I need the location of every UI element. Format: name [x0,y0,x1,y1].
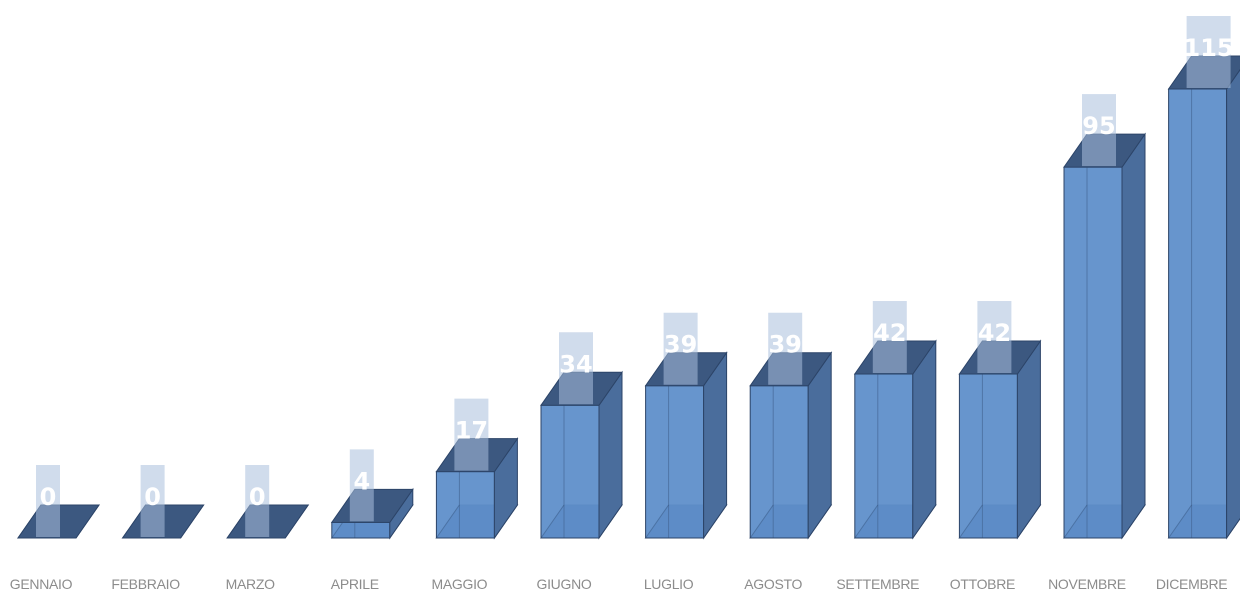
data-label-text: 0 [144,483,161,511]
data-label-luglio: 39 [663,312,698,385]
bar-inner-diagonal [958,504,983,539]
data-label-text: 95 [1082,112,1115,140]
data-label-febbraio: 0 [140,465,165,537]
x-tick-label-ottobre: OTTOBRE [950,576,1015,592]
data-label-box [663,312,698,385]
data-label-box [349,449,374,522]
data-label-dicembre: 115 [1184,16,1234,88]
bar-side-face [1016,339,1041,540]
bar-inner-diagonal [435,504,460,539]
data-label-box [140,465,165,537]
x-tick-label-settembre: SETTEMBRE [836,576,919,592]
data-label-aprile: 4 [349,449,374,522]
data-label-box [872,301,907,374]
data-label-settembre: 42 [872,301,907,374]
x-tick-label-dicembre: DICEMBRE [1156,576,1228,592]
x-tick-label-marzo: MARZO [226,576,275,592]
data-label-box [768,312,803,385]
data-label-box [559,332,593,405]
bar-inner-diagonal [1168,504,1193,539]
data-label-text: 42 [978,319,1011,347]
x-axis-labels: GENNAIO FEBBRAIO MARZO APRILE MAGGIO GIUGNO LU… [10,576,1228,592]
data-label-box [454,398,489,471]
data-label-box [245,465,270,537]
data-label-box [1082,94,1116,167]
data-label-text: 0 [249,483,266,511]
data-label-text: 39 [768,331,801,359]
bar-front-face [749,385,809,539]
data-labels-group: 0 0 0 4 17 34 39 39 42 42 95 115 [36,16,1234,537]
bar-inner-diagonal [749,504,774,539]
x-tick-label-giugno: GIUGNO [537,576,592,592]
data-label-gennaio: 0 [36,465,60,537]
bar-inner-diagonal [540,504,565,539]
x-tick-label-novembre: NOVEMBRE [1048,576,1126,592]
bar-front-face [540,404,600,539]
bar-front-face [958,373,1018,539]
data-label-box [977,301,1012,374]
bar-side-face [1226,68,1240,540]
data-label-novembre: 95 [1082,94,1116,167]
data-label-agosto: 39 [768,312,803,385]
data-label-text: 39 [664,331,697,359]
data-label-text: 0 [40,483,57,511]
bar-front-face [1063,166,1123,539]
bar-front-face [854,373,914,539]
bars-group [17,55,1240,540]
x-tick-label-luglio: LUGLIO [644,576,694,592]
data-label-marzo: 0 [245,465,270,537]
bar-luglio [644,351,728,540]
data-label-text: 4 [353,467,370,495]
bar-side-face [912,339,937,540]
bar-side-face [1121,132,1146,540]
bar-inner-diagonal [1063,504,1088,539]
bar-inner-diagonal [854,504,879,539]
data-label-text: 115 [1184,34,1234,62]
bar-dicembre [1167,55,1240,540]
data-label-giugno: 34 [559,332,593,405]
x-tick-label-febbraio: FEBBRAIO [111,576,180,592]
data-label-box [36,465,60,537]
x-tick-label-agosto: AGOSTO [744,576,802,592]
data-label-text: 42 [873,319,906,347]
bar-front-face [1168,88,1228,539]
data-label-maggio: 17 [454,398,489,471]
data-label-box [1186,16,1231,88]
data-label-ottobre: 42 [977,301,1012,374]
bar-front-face [645,385,705,539]
data-label-text: 34 [559,350,592,378]
bar-inner-diagonal [645,504,670,539]
bar-front-face [435,471,495,539]
bar-novembre [1063,132,1146,540]
x-tick-label-aprile: APRILE [331,576,379,592]
x-tick-label-maggio: MAGGIO [432,576,488,592]
data-label-text: 17 [455,417,488,445]
x-tick-label-gennaio: GENNAIO [10,576,73,592]
